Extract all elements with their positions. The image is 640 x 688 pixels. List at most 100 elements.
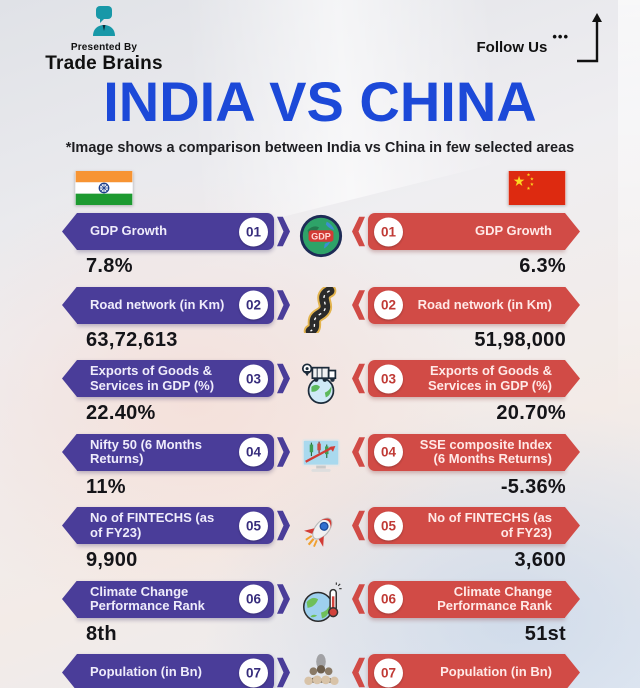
china-banner: No of FINTECHS (as of FY23) 05 — [352, 507, 580, 544]
india-metric-label: GDP Growth — [90, 223, 168, 239]
banner-left-chevron — [352, 363, 365, 394]
trade-brains-logo: Presented By Trade Brains — [34, 6, 174, 75]
china-metric-label: Road network (in Km) — [417, 296, 552, 312]
comparison-row: No of FINTECHS (as of FY23) 05 9,900 — [62, 507, 580, 581]
china-metric-value: 3,600 — [514, 549, 566, 571]
india-metric-value: 22.40% — [86, 402, 156, 424]
china-metric-value: -5.36% — [500, 475, 566, 498]
follow-us[interactable]: Follow Us ••• — [477, 10, 605, 64]
banner-right-point — [565, 360, 580, 397]
banner-left-chevron — [352, 584, 365, 614]
china-metric-label: GDP Growth — [474, 223, 552, 239]
india-metric-label: Nifty 50 (6 Months Returns) — [90, 436, 202, 466]
banner-right-point — [565, 580, 580, 618]
row-number-badge: 02 — [239, 290, 268, 320]
banner-left-point — [62, 580, 77, 618]
china-metric-label: Climate Change Performance Rank — [437, 583, 552, 613]
population-crowd-icon — [291, 654, 351, 688]
india-metric-value: 11% — [86, 475, 126, 498]
china-metric-value: 51,98,000 — [474, 328, 566, 351]
row-number-badge: 03 — [239, 364, 268, 393]
banner-left-chevron — [352, 290, 365, 320]
india-banner: GDP Growth 01 — [62, 213, 290, 250]
banner-left-point — [62, 433, 77, 471]
india-metric-value: 9,900 — [86, 549, 138, 571]
banner-right-point — [565, 433, 580, 471]
india-banner: Climate Change Performance Rank 06 — [62, 580, 290, 618]
india-metric-label: Population (in Bn) — [90, 664, 202, 680]
india-banner: Exports of Goods & Services in GDP (%) 0… — [62, 360, 290, 397]
china-flag — [508, 171, 566, 205]
banner-left-chevron — [352, 437, 365, 467]
svg-text:GDP: GDP — [311, 231, 331, 241]
china-banner: GDP Growth 01 — [352, 213, 580, 250]
page-subtitle: *Image shows a comparison between India … — [65, 140, 575, 156]
banner-right-point — [565, 507, 580, 544]
china-banner: Exports of Goods & Services in GDP (%) 0… — [352, 360, 580, 397]
row-number-badge: 06 — [239, 584, 268, 614]
india-side: Climate Change Performance Rank 06 8th — [62, 580, 290, 646]
china-metric-value: 51st — [524, 622, 566, 645]
india-side: No of FINTECHS (as of FY23) 05 9,900 — [62, 507, 290, 572]
stock-chart-icon — [291, 434, 351, 480]
rocket-icon — [291, 507, 351, 553]
banner-left-chevron — [352, 510, 365, 541]
comparison-row: Population (in Bn) 07 — [62, 654, 580, 688]
india-banner: No of FINTECHS (as of FY23) 05 — [62, 507, 290, 544]
china-metric-value: 20.70% — [496, 402, 566, 424]
china-metric-label: Exports of Goods & Services in GDP (%) — [427, 363, 552, 393]
china-side: Climate Change Performance Rank 06 51st — [352, 580, 580, 646]
banner-right-point — [565, 654, 580, 688]
india-metric-label: No of FINTECHS (as of FY23) — [90, 510, 215, 540]
comparison-row: Climate Change Performance Rank 06 8th — [62, 580, 580, 655]
india-metric-value: 8th — [86, 622, 117, 645]
row-number-badge: 04 — [239, 437, 268, 467]
ellipsis-dots-icon: ••• — [552, 29, 569, 44]
row-number-badge: 03 — [374, 364, 403, 393]
page-title: INDIA VS CHINA — [103, 70, 537, 133]
comparison-row: GDP Growth 01 7.8% GDP — [62, 213, 580, 287]
india-metric-value: 7.8% — [86, 255, 133, 277]
up-arrow-icon — [577, 13, 602, 63]
banner-left-point — [62, 654, 77, 688]
banner-right-chevron — [277, 657, 290, 688]
banner-right-point — [565, 213, 580, 250]
china-side: Road network (in Km) 02 51,98,000 — [352, 286, 580, 352]
china-banner: Climate Change Performance Rank 06 — [352, 580, 580, 618]
person-bust-icon — [93, 6, 115, 36]
header: Presented By Trade Brains Follow Us ••• — [0, 0, 640, 75]
china-side: No of FINTECHS (as of FY23) 05 3,600 — [352, 507, 580, 572]
india-side: GDP Growth 01 7.8% — [62, 213, 290, 278]
row-number-badge: 07 — [374, 658, 403, 687]
comparison-row: Road network (in Km) 02 63,72,613 Road n… — [62, 286, 580, 361]
china-banner: Population (in Bn) 07 — [352, 654, 580, 688]
banner-right-chevron — [277, 584, 290, 614]
gdp-globe-icon: GDP — [291, 213, 351, 259]
banner-right-chevron — [277, 510, 290, 541]
india-side: Population (in Bn) 07 — [62, 654, 290, 688]
banner-left-chevron — [352, 657, 365, 688]
india-side: Nifty 50 (6 Months Returns) 04 11% — [62, 433, 290, 499]
china-metric-value: 6.3% — [519, 255, 566, 277]
china-side: Exports of Goods & Services in GDP (%) 0… — [352, 360, 580, 425]
india-banner: Population (in Bn) 07 — [62, 654, 290, 688]
china-side: Population (in Bn) 07 — [352, 654, 580, 688]
presented-by-label: Presented By — [70, 42, 138, 53]
row-number-badge: 05 — [239, 511, 268, 540]
india-banner: Nifty 50 (6 Months Returns) 04 — [62, 433, 290, 471]
row-number-badge: 01 — [239, 217, 268, 246]
china-banner: SSE composite Index (6 Months Returns) 0… — [352, 433, 580, 471]
row-number-badge: 06 — [374, 584, 403, 614]
exports-globe-truck-icon — [291, 360, 351, 406]
india-side: Road network (in Km) 02 63,72,613 — [62, 286, 290, 352]
comparison-rows: GDP Growth 01 7.8% GDP — [0, 213, 640, 688]
banner-left-point — [62, 286, 77, 324]
row-number-badge: 07 — [239, 658, 268, 687]
banner-right-chevron — [277, 363, 290, 394]
climate-earth-thermometer-icon — [291, 581, 351, 627]
banner-left-chevron — [352, 216, 365, 247]
comparison-row: Exports of Goods & Services in GDP (%) 0… — [62, 360, 580, 434]
road-icon — [291, 286, 351, 333]
india-flag — [75, 171, 133, 205]
